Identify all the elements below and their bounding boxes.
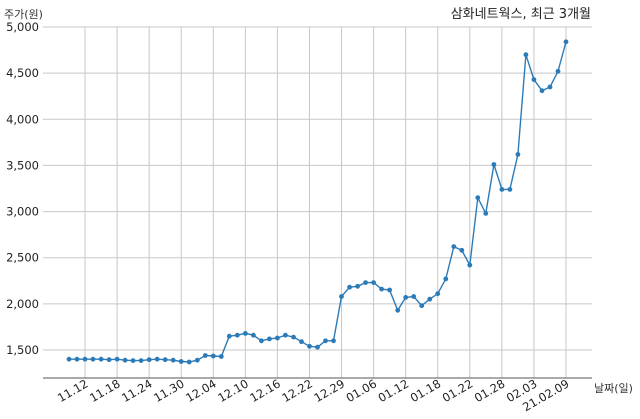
data-point <box>339 294 344 299</box>
data-point <box>146 357 152 363</box>
data-point <box>539 88 545 94</box>
x-axis-label: 날짜(일) <box>594 381 633 395</box>
data-point <box>162 357 168 363</box>
data-point <box>547 84 553 90</box>
data-point <box>243 331 248 336</box>
data-point <box>323 338 328 344</box>
data-point <box>283 332 288 338</box>
data-point <box>419 303 425 309</box>
y-tick-label: 4,000 <box>6 112 39 126</box>
data-point <box>363 280 368 285</box>
data-point <box>98 356 104 362</box>
data-point <box>178 359 184 364</box>
data-point <box>275 335 280 341</box>
data-point <box>267 336 272 342</box>
data-point <box>202 353 208 358</box>
data-point <box>395 307 401 313</box>
data-point <box>459 247 465 253</box>
y-tick-label: 4,500 <box>6 66 39 80</box>
x-tick-label: 01.22 <box>440 376 476 405</box>
data-point <box>443 276 449 282</box>
data-point <box>483 211 489 216</box>
x-tick-label: 01.06 <box>344 376 380 405</box>
data-point <box>259 338 264 344</box>
data-point <box>451 244 457 250</box>
data-point <box>66 356 72 362</box>
data-point <box>475 195 481 201</box>
data-point <box>194 357 200 363</box>
x-tick-label: 11.30 <box>151 376 187 405</box>
x-tick-label: 12.04 <box>183 376 219 405</box>
data-point <box>355 283 360 289</box>
data-point <box>154 356 160 362</box>
x-tick-label: 01.28 <box>472 376 508 405</box>
data-point <box>403 295 409 300</box>
data-point <box>226 333 232 339</box>
axes: 1,500 2,000 2,500 3,000 3,500 4,000 4,500 5,000… <box>6 20 592 414</box>
x-tick-label: 12.29 <box>312 376 348 405</box>
data-point <box>371 280 376 285</box>
x-tick-label: 12.10 <box>215 376 251 405</box>
y-axis-label: 주가(원) <box>4 8 43 21</box>
data-point <box>523 52 529 58</box>
data-point <box>130 358 136 363</box>
y-tick-label: 1,500 <box>6 343 39 357</box>
data-point <box>122 357 128 363</box>
data-point <box>114 356 120 362</box>
data-point <box>82 356 88 362</box>
x-tick-label: 12.22 <box>279 376 315 405</box>
grid <box>43 26 592 378</box>
data-point <box>563 39 569 45</box>
data-point <box>507 187 513 192</box>
x-tick-label: 01.18 <box>408 376 444 405</box>
data-point <box>90 356 96 362</box>
data-point <box>106 357 112 363</box>
series-line <box>69 41 567 363</box>
y-tick-label: 5,000 <box>6 20 39 34</box>
data-point <box>234 332 240 338</box>
y-tick-label: 3,500 <box>6 158 39 172</box>
data-point <box>379 286 384 292</box>
data-point <box>299 339 304 345</box>
data-point <box>491 162 497 167</box>
x-tick-label: 01.12 <box>376 376 412 405</box>
data-point <box>291 334 296 340</box>
data-point <box>499 187 505 192</box>
y-tick-label: 3,000 <box>6 205 39 219</box>
data-point <box>218 354 224 359</box>
x-tick-label: 11.18 <box>87 376 123 405</box>
data-point <box>331 338 336 344</box>
data-point <box>347 284 352 290</box>
data-point <box>531 77 537 82</box>
chart-title: 삼화네트웍스, 최근 3개월 <box>451 7 591 22</box>
y-tick-label: 2,000 <box>6 297 39 311</box>
data-point <box>138 358 144 363</box>
data-point <box>427 296 433 302</box>
data-point <box>435 291 441 297</box>
x-tick-label: 11.12 <box>55 376 91 405</box>
data-point <box>315 344 320 350</box>
data-point <box>170 357 176 363</box>
data-point <box>74 356 80 362</box>
y-tick-label: 2,500 <box>6 251 39 265</box>
data-point <box>515 152 521 157</box>
data-point <box>387 287 392 293</box>
x-tick-label: 12.16 <box>247 376 283 405</box>
data-point <box>186 359 192 365</box>
data-point <box>467 262 473 268</box>
series <box>66 39 569 365</box>
data-point <box>411 294 417 299</box>
x-tick-label: 11.24 <box>119 376 155 405</box>
data-point <box>555 68 561 74</box>
data-point <box>210 353 216 359</box>
data-point <box>251 332 256 338</box>
data-point <box>307 343 312 349</box>
